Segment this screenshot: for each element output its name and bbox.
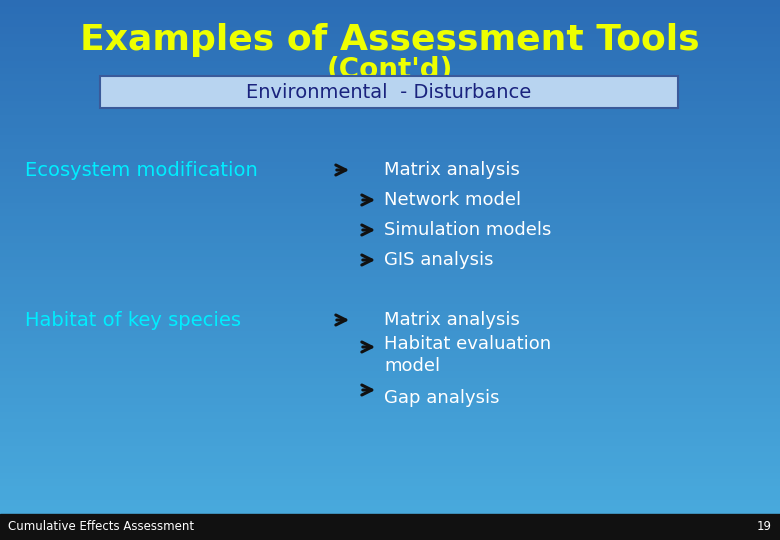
Bar xyxy=(0,514,780,540)
FancyBboxPatch shape xyxy=(100,76,678,108)
Text: Gap analysis: Gap analysis xyxy=(384,389,499,407)
Text: Matrix analysis: Matrix analysis xyxy=(384,311,520,329)
Text: 19: 19 xyxy=(757,521,772,534)
Text: Simulation models: Simulation models xyxy=(384,221,551,239)
Text: Matrix analysis: Matrix analysis xyxy=(384,161,520,179)
Text: GIS analysis: GIS analysis xyxy=(384,251,494,269)
Text: Network model: Network model xyxy=(384,191,521,209)
Text: Environmental  - Disturbance: Environmental - Disturbance xyxy=(246,83,532,102)
Text: (Cont'd): (Cont'd) xyxy=(327,56,453,84)
Text: Habitat evaluation
model: Habitat evaluation model xyxy=(384,335,551,375)
Text: Habitat of key species: Habitat of key species xyxy=(25,310,241,329)
Text: Cumulative Effects Assessment: Cumulative Effects Assessment xyxy=(8,521,194,534)
Text: Examples of Assessment Tools: Examples of Assessment Tools xyxy=(80,23,700,57)
Text: Ecosystem modification: Ecosystem modification xyxy=(25,160,257,179)
